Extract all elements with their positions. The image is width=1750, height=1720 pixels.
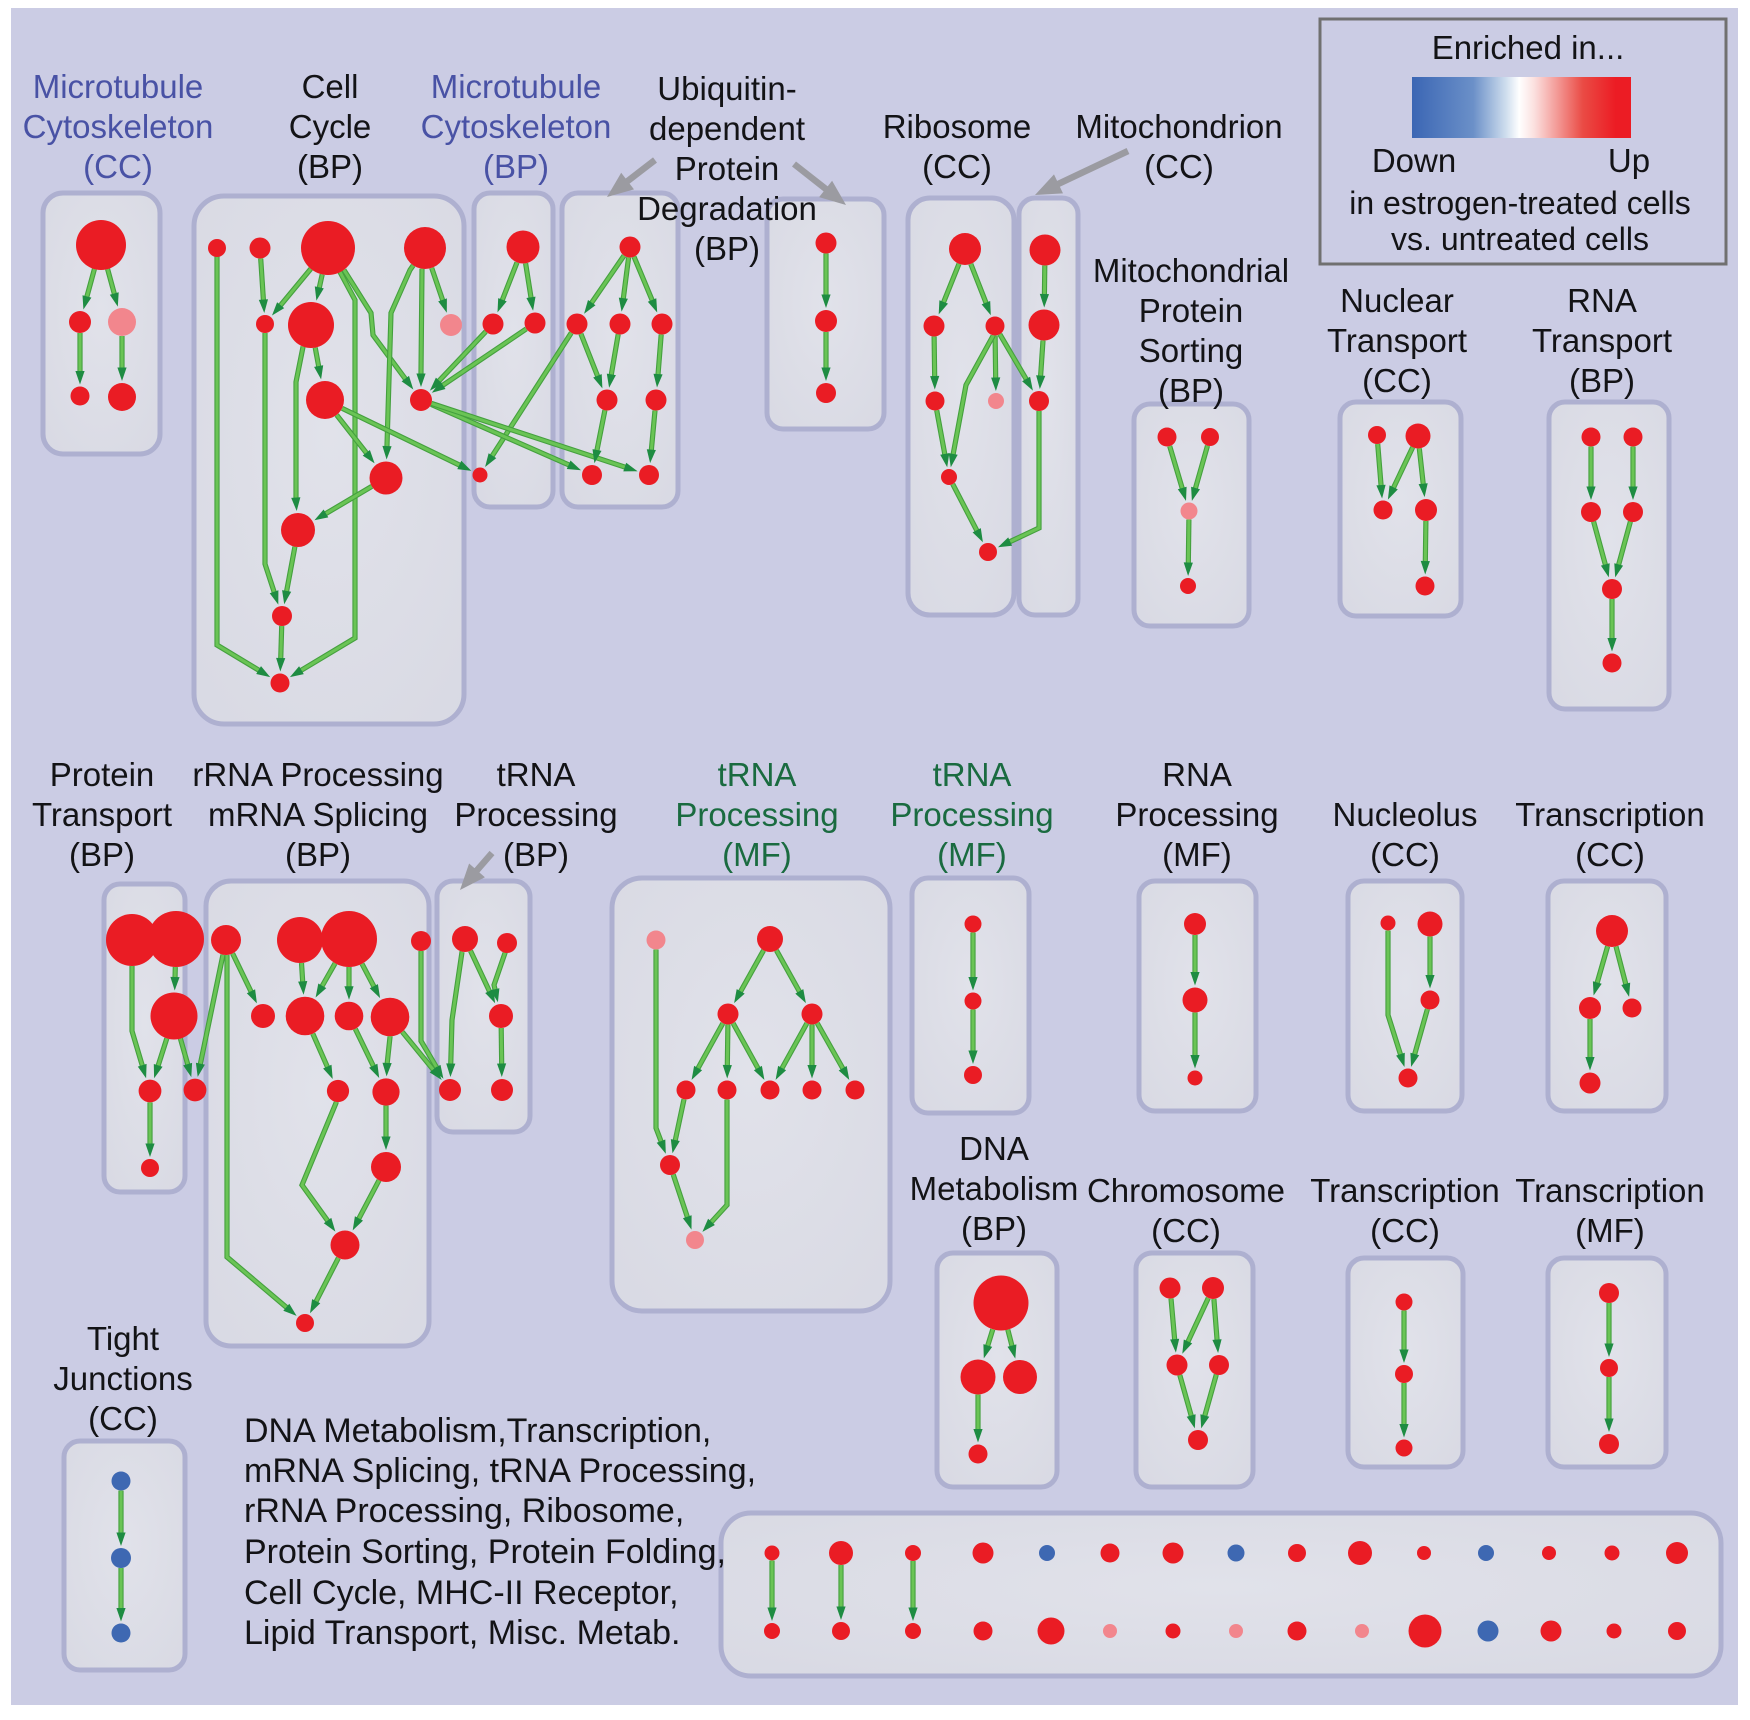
svg-text:(BP): (BP): [297, 148, 363, 185]
svg-text:DNA Metabolism,Transcription,: DNA Metabolism,Transcription,: [244, 1412, 711, 1450]
svg-text:Microtubule: Microtubule: [33, 68, 204, 105]
svg-text:(BP): (BP): [285, 836, 351, 873]
svg-text:Mitochondrial: Mitochondrial: [1093, 252, 1289, 289]
svg-text:Nuclear: Nuclear: [1340, 282, 1454, 319]
svg-text:(MF): (MF): [1575, 1212, 1645, 1249]
svg-text:(BP): (BP): [1158, 372, 1224, 409]
svg-text:Metabolism: Metabolism: [910, 1170, 1079, 1207]
svg-text:RNA: RNA: [1567, 282, 1637, 319]
svg-text:Cytoskeleton: Cytoskeleton: [421, 108, 612, 145]
svg-text:Junctions: Junctions: [53, 1360, 192, 1397]
svg-text:DNA: DNA: [959, 1130, 1029, 1167]
svg-text:Transcription: Transcription: [1515, 796, 1705, 833]
svg-text:Lipid Transport, Misc. Metab.: Lipid Transport, Misc. Metab.: [244, 1614, 681, 1652]
svg-text:(BP): (BP): [1569, 362, 1635, 399]
svg-text:Protein Sorting, Protein Foldi: Protein Sorting, Protein Folding,: [244, 1533, 726, 1571]
svg-text:(CC): (CC): [1370, 836, 1440, 873]
svg-text:RNA: RNA: [1162, 756, 1232, 793]
svg-text:Protein: Protein: [1139, 292, 1244, 329]
svg-text:mRNA Splicing, tRNA Processing: mRNA Splicing, tRNA Processing,: [244, 1452, 756, 1490]
svg-text:(MF): (MF): [1162, 836, 1232, 873]
svg-text:Transport: Transport: [1532, 322, 1672, 359]
svg-text:(CC): (CC): [1362, 362, 1432, 399]
svg-text:(CC): (CC): [922, 148, 992, 185]
svg-text:tRNA: tRNA: [718, 756, 797, 793]
svg-text:(BP): (BP): [694, 230, 760, 267]
svg-text:(CC): (CC): [1575, 836, 1645, 873]
svg-text:Transcription: Transcription: [1515, 1172, 1705, 1209]
svg-text:Cell: Cell: [302, 68, 359, 105]
svg-text:(CC): (CC): [1370, 1212, 1440, 1249]
svg-text:Ribosome: Ribosome: [883, 108, 1032, 145]
svg-text:(MF): (MF): [937, 836, 1007, 873]
svg-text:(BP): (BP): [961, 1210, 1027, 1247]
svg-text:Nucleolus: Nucleolus: [1333, 796, 1478, 833]
svg-text:Tight: Tight: [87, 1320, 159, 1357]
svg-text:in estrogen-treated cells: in estrogen-treated cells: [1349, 185, 1691, 221]
svg-text:(BP): (BP): [483, 148, 549, 185]
svg-text:vs. untreated cells: vs. untreated cells: [1391, 221, 1649, 257]
svg-text:(CC): (CC): [83, 148, 153, 185]
svg-text:dependent: dependent: [649, 110, 805, 147]
svg-text:Up: Up: [1608, 142, 1650, 179]
svg-text:Processing: Processing: [1115, 796, 1278, 833]
svg-text:(BP): (BP): [69, 836, 135, 873]
svg-text:Down: Down: [1372, 142, 1456, 179]
svg-text:Degradation: Degradation: [637, 190, 817, 227]
svg-text:rRNA Processing, Ribosome,: rRNA Processing, Ribosome,: [244, 1492, 684, 1530]
svg-text:Protein: Protein: [50, 756, 155, 793]
svg-text:tRNA: tRNA: [933, 756, 1012, 793]
svg-text:Cell Cycle, MHC-II Receptor,: Cell Cycle, MHC-II Receptor,: [244, 1574, 679, 1612]
svg-text:(BP): (BP): [503, 836, 569, 873]
svg-text:(CC): (CC): [1144, 148, 1214, 185]
svg-text:Chromosome: Chromosome: [1087, 1172, 1285, 1209]
svg-text:Ubiquitin-: Ubiquitin-: [657, 70, 796, 107]
svg-text:Sorting: Sorting: [1139, 332, 1244, 369]
svg-text:Enriched in...: Enriched in...: [1432, 29, 1625, 66]
svg-text:Transcription: Transcription: [1310, 1172, 1500, 1209]
svg-text:Mitochondrion: Mitochondrion: [1075, 108, 1282, 145]
svg-text:(CC): (CC): [88, 1400, 158, 1437]
svg-text:Protein: Protein: [675, 150, 780, 187]
svg-text:Processing: Processing: [890, 796, 1053, 833]
svg-text:rRNA Processing: rRNA Processing: [192, 756, 443, 793]
svg-text:Transport: Transport: [1327, 322, 1467, 359]
svg-text:(MF): (MF): [722, 836, 792, 873]
svg-text:tRNA: tRNA: [497, 756, 576, 793]
svg-text:Processing: Processing: [675, 796, 838, 833]
svg-text:Processing: Processing: [454, 796, 617, 833]
svg-text:mRNA Splicing: mRNA Splicing: [208, 796, 428, 833]
svg-text:Microtubule: Microtubule: [431, 68, 602, 105]
svg-text:Cycle: Cycle: [289, 108, 372, 145]
svg-text:Cytoskeleton: Cytoskeleton: [23, 108, 214, 145]
svg-text:(CC): (CC): [1151, 1212, 1221, 1249]
svg-text:Transport: Transport: [32, 796, 172, 833]
